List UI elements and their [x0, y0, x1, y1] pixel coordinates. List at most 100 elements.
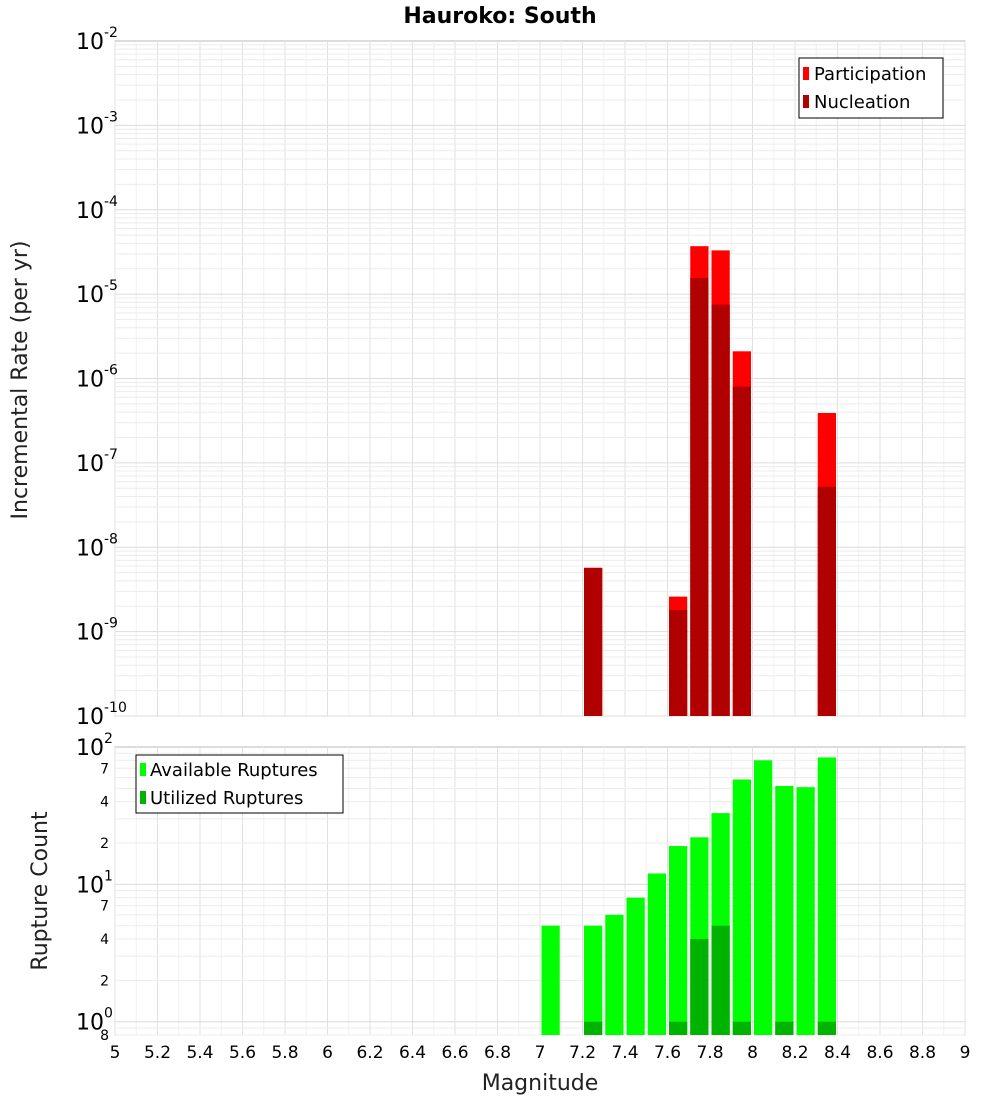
bottom-y-minor-tick: 4: [100, 932, 109, 948]
available-ruptures-bar: [754, 760, 773, 1035]
x-tick-label: 7.2: [569, 1043, 596, 1063]
nucleation-bar: [584, 567, 603, 716]
bottom-y-tick-exponent: 0: [104, 1006, 113, 1022]
top-y-tick-base: 10: [76, 199, 104, 224]
bottom-y-minor-tick: 7: [100, 899, 109, 915]
top-y-tick-exponent: -4: [104, 194, 118, 210]
available-ruptures-bar: [541, 925, 560, 1035]
bottom-y-tick-exponent: 1: [104, 868, 113, 884]
top-y-axis-title: Incremental Rate (per yr): [8, 241, 33, 520]
x-tick-labels: 5 5.2 5.4 5.6 5.8 6 6.2 6.4 6.6 6.8 7 7.2 7.4 7.6 7.8 8…: [110, 1043, 971, 1063]
bottom-bars: [541, 757, 836, 1035]
nucleation-bar: [690, 278, 709, 716]
available-ruptures-bar: [584, 925, 603, 1035]
x-tick-label: 5.8: [271, 1043, 298, 1063]
x-tick-label: 8: [747, 1043, 758, 1063]
bottom-y-tick-exponent: 2: [104, 731, 113, 747]
x-tick-label: 7: [535, 1043, 546, 1063]
x-tick-label: 8.6: [866, 1043, 893, 1063]
utilized-ruptures-bar: [669, 1021, 688, 1035]
bottom-y-tick-base: 10: [76, 1011, 104, 1036]
available-ruptures-bar: [626, 897, 645, 1035]
legend-swatch-participation: [803, 67, 809, 80]
top-y-tick-base: 10: [76, 705, 104, 730]
x-tick-label: 5.4: [186, 1043, 213, 1063]
top-y-tick-exponent: -5: [104, 278, 118, 294]
top-y-tick-exponent: -9: [104, 616, 118, 632]
top-bars: [584, 246, 836, 717]
bottom-y-tick-base: 10: [76, 736, 104, 761]
top-y-tick-labels: 10-210-310-410-510-610-710-810-910-10: [76, 25, 127, 730]
x-tick-label: 6.4: [399, 1043, 426, 1063]
available-ruptures-bar: [796, 787, 815, 1035]
legend-swatch-nucleation: [803, 95, 809, 108]
x-axis-title: Magnitude: [482, 1071, 599, 1096]
utilized-ruptures-bar: [711, 925, 730, 1035]
legend-label-participation: Participation: [814, 64, 926, 85]
utilized-ruptures-bar: [690, 939, 709, 1035]
bottom-y-minor-tick: 2: [100, 836, 109, 852]
top-y-tick-base: 10: [76, 368, 104, 393]
top-y-tick-exponent: -3: [104, 109, 118, 125]
top-y-tick-exponent: -7: [104, 447, 118, 463]
available-ruptures-bar: [605, 914, 624, 1035]
nucleation-bar: [669, 610, 688, 716]
top-y-tick-exponent: -2: [104, 25, 118, 41]
x-tick-label: 6.2: [356, 1043, 383, 1063]
bottom-y-minor-tick: 7: [100, 761, 109, 777]
utilized-ruptures-bar: [584, 1021, 603, 1035]
x-tick-label: 5.6: [229, 1043, 256, 1063]
top-panel: 10-210-310-410-510-610-710-810-910-10 In…: [8, 25, 966, 730]
bottom-y-minor-tick: 4: [100, 795, 109, 811]
top-gridlines: [114, 41, 966, 717]
available-ruptures-bar: [775, 786, 794, 1035]
bottom-legend: Available Ruptures Utilized Ruptures: [135, 754, 344, 814]
legend-label-nucleation: Nucleation: [814, 92, 910, 113]
x-tick-label: 7.8: [696, 1043, 723, 1063]
legend-swatch-available: [140, 763, 146, 776]
x-tick-label: 5: [110, 1043, 121, 1063]
nucleation-bar: [711, 304, 730, 716]
top-y-tick-base: 10: [76, 452, 104, 477]
bottom-y-tick-base: 10: [76, 873, 104, 898]
top-y-tick-base: 10: [76, 114, 104, 139]
top-legend-box: [798, 57, 944, 119]
top-y-tick-exponent: -10: [104, 700, 127, 716]
x-tick-label: 7.4: [611, 1043, 638, 1063]
bottom-legend-box: [135, 754, 344, 814]
legend-label-available: Available Ruptures: [150, 760, 318, 781]
bottom-y-minor-tick: 2: [100, 973, 109, 989]
utilized-ruptures-bar: [732, 1021, 751, 1035]
bottom-y-axis-title: Rupture Count: [28, 811, 53, 971]
top-y-tick-base: 10: [76, 621, 104, 646]
available-ruptures-bar: [817, 757, 836, 1035]
legend-swatch-utilized: [140, 791, 146, 804]
top-y-tick-exponent: -8: [104, 531, 118, 547]
x-tick-label: 8.2: [781, 1043, 808, 1063]
top-y-tick-base: 10: [76, 30, 104, 55]
x-tick-label: 7.6: [654, 1043, 681, 1063]
top-legend: Participation Nucleation: [798, 57, 944, 119]
utilized-ruptures-bar: [775, 1021, 794, 1035]
available-ruptures-bar: [647, 873, 666, 1035]
available-ruptures-bar: [669, 846, 688, 1035]
x-tick-label: 6.8: [484, 1043, 511, 1063]
nucleation-bar: [817, 486, 836, 716]
x-tick-label: 9: [960, 1043, 971, 1063]
x-tick-label: 6.6: [441, 1043, 468, 1063]
x-tick-label: 8.8: [909, 1043, 936, 1063]
nucleation-bar: [732, 386, 751, 716]
top-y-tick-base: 10: [76, 283, 104, 308]
x-tick-label: 5.2: [144, 1043, 171, 1063]
x-tick-label: 6: [322, 1043, 333, 1063]
legend-label-utilized: Utilized Ruptures: [150, 788, 303, 809]
utilized-ruptures-bar: [817, 1021, 836, 1035]
top-y-tick-exponent: -6: [104, 363, 118, 379]
bottom-y-minor-tick: 8: [100, 1028, 109, 1044]
available-ruptures-bar: [732, 779, 751, 1035]
chart-title: Hauroko: South: [403, 4, 596, 29]
x-tick-label: 8.4: [824, 1043, 851, 1063]
